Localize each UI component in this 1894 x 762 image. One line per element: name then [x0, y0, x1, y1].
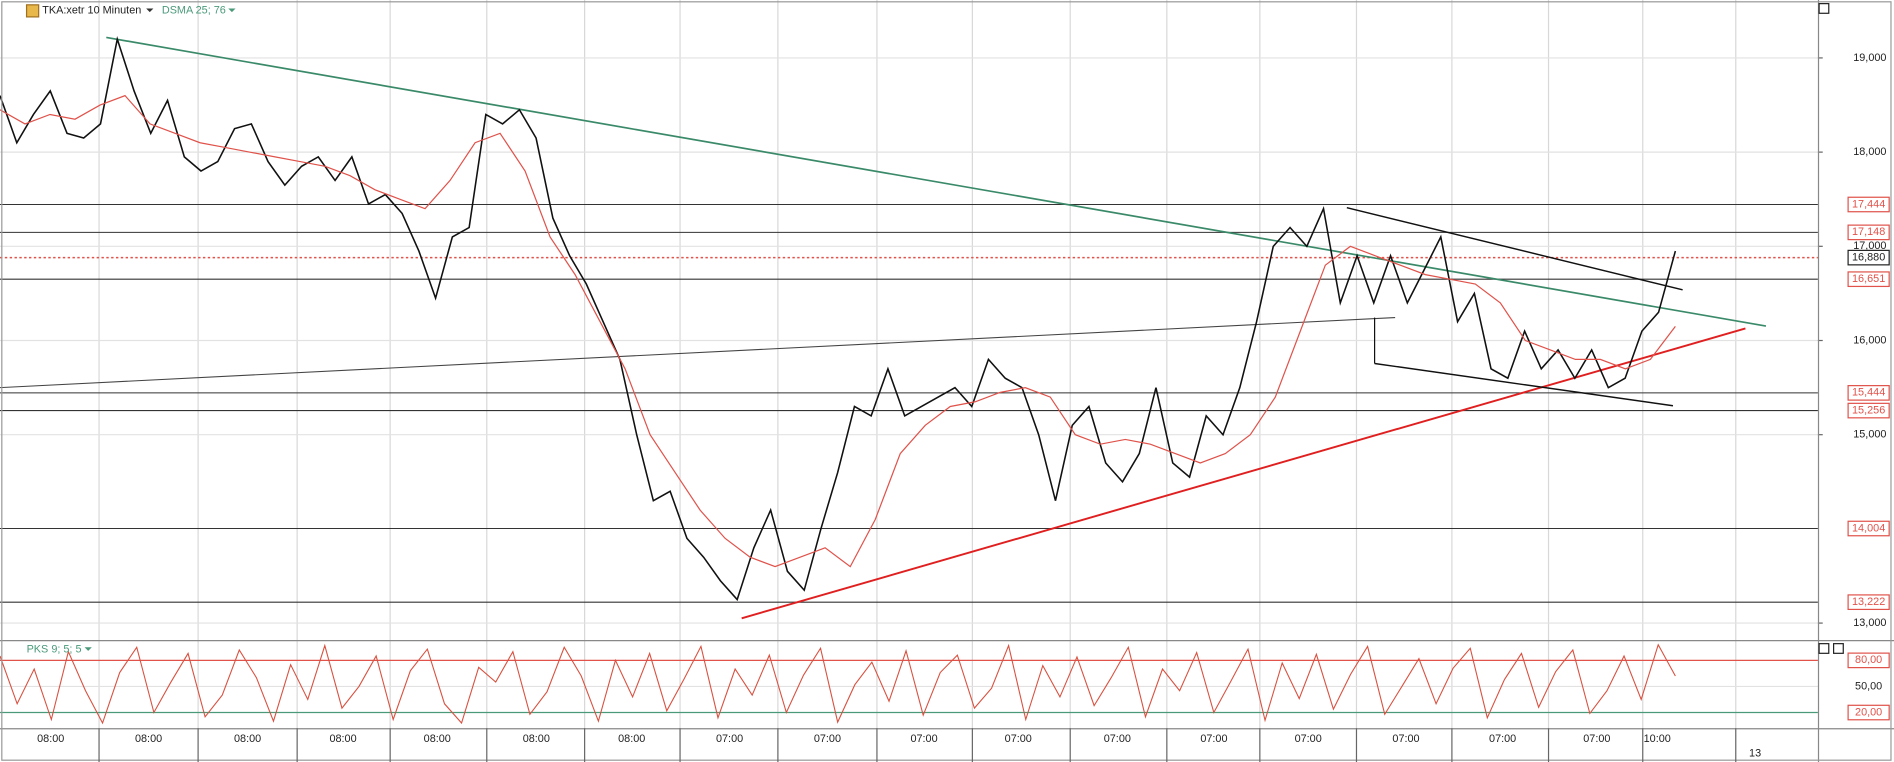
time-label: 08:00 — [523, 733, 550, 745]
oscillator-line — [0, 643, 1676, 725]
maximize-button[interactable] — [1833, 643, 1844, 654]
level-box — [1847, 402, 1890, 419]
time-label: 08:00 — [424, 733, 451, 745]
level-label: 16,651 — [1852, 273, 1885, 285]
dropdown-arrow[interactable] — [146, 8, 154, 13]
time-label: 07:00 — [1392, 733, 1419, 745]
level-label: 14,004 — [1852, 522, 1885, 534]
time-label: 08:00 — [618, 733, 645, 745]
time-label: 08:00 — [234, 733, 261, 745]
time-label: 07:00 — [910, 733, 937, 745]
level-label: 17,148 — [1852, 226, 1885, 238]
time-label: 07:00 — [1583, 733, 1610, 745]
symbol-label[interactable]: TKA:xetr 10 Minuten — [42, 5, 141, 17]
maximize-button[interactable] — [1818, 643, 1830, 654]
oscillator: 20,00 50,00 80,00 — [0, 643, 1890, 725]
channel-line — [1374, 362, 1674, 407]
y-tick-label: 13,000 — [1853, 617, 1886, 629]
y-tick-label: 20,00 — [1855, 706, 1882, 718]
symbol-icon[interactable] — [25, 4, 40, 18]
time-label: 07:00 — [1295, 733, 1322, 745]
price-line — [0, 36, 1677, 602]
level-box — [1847, 520, 1890, 537]
time-label: 07:00 — [1489, 733, 1516, 745]
series — [0, 36, 1677, 602]
dropdown-arrow[interactable] — [228, 8, 236, 13]
horizontal-grid: 13,000 15,000 16,000 17,000 18,000 19,000 — [0, 52, 1886, 629]
dropdown-arrow[interactable] — [84, 647, 92, 651]
time-label: 07:00 — [814, 733, 841, 745]
level-label: 15,256 — [1852, 404, 1885, 416]
level-label: 17,444 — [1852, 198, 1885, 210]
maximize-button[interactable] — [1818, 3, 1830, 14]
level-label: 13,222 — [1852, 596, 1885, 608]
oscillator-label[interactable]: PKS 9; 5; 5 — [27, 644, 82, 656]
y-tick-label: 17,000 — [1853, 240, 1886, 252]
level-box — [1847, 224, 1890, 241]
levels: 17,444 17,148 16,880 16,651 15,444 15,256 14,0… — [0, 196, 1890, 611]
time-label: 07:00 — [1104, 733, 1131, 745]
time-label: 08:00 — [135, 733, 162, 745]
trend-line — [741, 327, 1746, 620]
level-box — [1847, 196, 1890, 213]
time-label: 10:00 — [1644, 733, 1671, 745]
time-label: 07:00 — [1200, 733, 1227, 745]
level-box — [1847, 249, 1890, 266]
y-tick-label: 80,00 — [1855, 654, 1882, 666]
date-label: 13 — [1749, 747, 1761, 759]
moving-average — [0, 94, 1676, 568]
level-box — [1847, 271, 1890, 288]
trend-line — [0, 317, 1396, 389]
channel-line — [1346, 207, 1683, 291]
indicator-label[interactable]: DSMA 25; 76 — [162, 5, 226, 17]
time-label: 07:00 — [1005, 733, 1032, 745]
level-box — [1847, 385, 1890, 401]
y-tick-label: 18,000 — [1853, 146, 1886, 158]
time-label: 08:00 — [37, 733, 64, 745]
y-tick-label: 19,000 — [1853, 52, 1886, 64]
time-label: 07:00 — [716, 733, 743, 745]
level-box — [1847, 704, 1890, 721]
time-label: 08:00 — [329, 733, 356, 745]
y-tick-label: 16,000 — [1853, 334, 1886, 346]
level-box — [1847, 594, 1890, 611]
trend-line — [106, 36, 1767, 327]
time-axis: 08:00 08:00 08:00 08:00 08:00 08:00 08:00 07:00… — [37, 728, 1761, 762]
level-box — [1847, 652, 1890, 669]
level-label: 15,444 — [1852, 387, 1885, 399]
y-tick-label: 50,00 — [1855, 680, 1882, 692]
y-tick-label: 15,000 — [1853, 429, 1886, 441]
level-label: 16,880 — [1852, 251, 1885, 263]
